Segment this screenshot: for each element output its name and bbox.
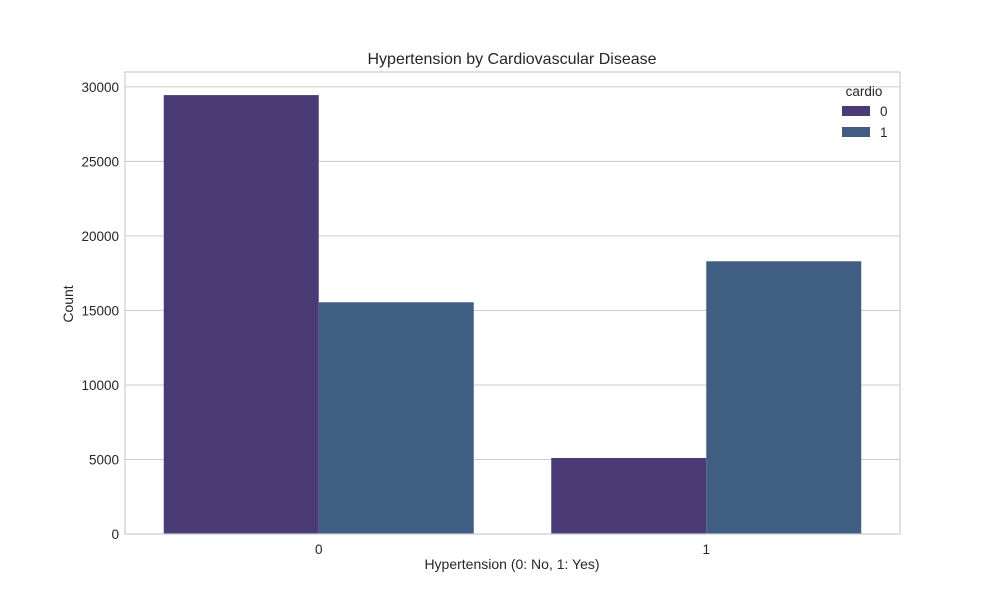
bar-hypertension-1-cardio-0 [551,457,707,534]
plot-frame [124,71,901,535]
x-axis-label: Hypertension (0: No, 1: Yes) [424,556,599,572]
x-tick-label: 0 [315,542,323,557]
y-tick-label: 5000 [89,452,119,467]
y-tick-label: 10000 [81,378,119,393]
legend-swatch-1 [842,127,870,137]
bar-hypertension-0-cardio-1 [318,302,474,534]
legend-label-0: 0 [880,104,888,119]
x-tick-label: 1 [702,542,710,557]
legend: cardio 0 1 [842,84,888,140]
y-tick-label: 15000 [81,303,119,318]
legend-label-1: 1 [880,125,888,140]
bar-hypertension-0-cardio-0 [163,95,319,534]
bar-hypertension-1-cardio-1 [706,261,862,534]
y-tick-label: 0 [111,527,119,542]
bars [163,95,862,534]
legend-swatch-0 [842,106,870,116]
y-tick-label: 20000 [81,229,119,244]
y-tick-label: 25000 [81,154,119,169]
y-tick-label: 30000 [81,80,119,95]
y-tick-labels: 0 5000 10000 15000 20000 25000 30000 [81,80,119,542]
y-axis-label: Count [60,285,76,322]
chart-title: Hypertension by Cardiovascular Disease [367,51,656,68]
legend-title: cardio [846,84,883,99]
